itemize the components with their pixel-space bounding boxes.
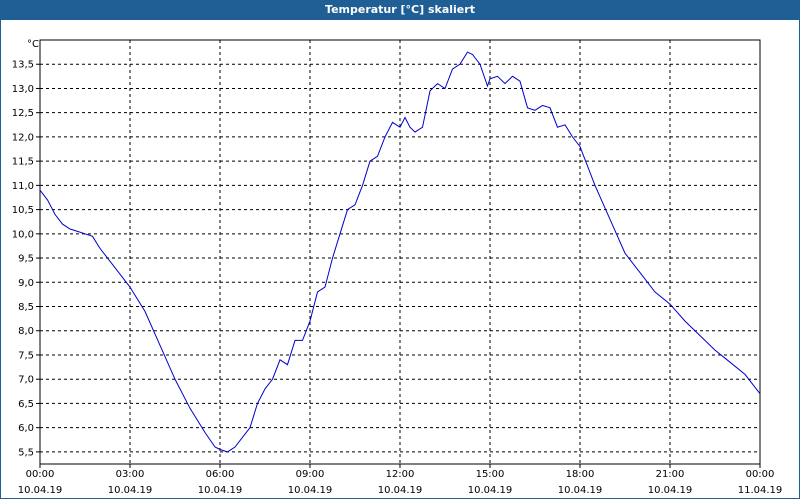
temperature-series-line: [39, 51, 761, 453]
x-tick-time: 09:00: [296, 469, 325, 480]
x-tick-date: 10.04.19: [648, 485, 693, 496]
y-tick-label: 6,5: [18, 399, 34, 410]
x-tick-time: 15:00: [476, 469, 505, 480]
y-tick-label: 12,0: [12, 132, 34, 143]
y-axis-label: °C: [27, 39, 39, 50]
x-tick-time: 00:00: [746, 469, 775, 480]
x-tick-time: 21:00: [656, 469, 685, 480]
y-tick-label: 10,5: [12, 205, 34, 216]
x-tick-date: 10.04.19: [288, 485, 333, 496]
x-tick-date: 10.04.19: [558, 485, 603, 496]
x-tick-date: 10.04.19: [108, 485, 153, 496]
y-tick-labels: 5,5 6,0 6,5 7,0 7,5 8,0 8,5 9,0 9,5 10,0 10,5 11,0 1…: [12, 60, 40, 458]
x-tick-time: 06:00: [206, 469, 235, 480]
y-tick-label: 11,5: [12, 157, 34, 168]
y-tick-label: 6,0: [18, 423, 34, 434]
y-tick-label: 12,5: [12, 108, 34, 119]
y-tick-label: 9,5: [18, 254, 34, 265]
y-tick-label: 13,5: [12, 60, 34, 71]
y-tick-label: 7,0: [18, 375, 34, 386]
x-tick-time: 12:00: [386, 469, 415, 480]
y-tick-label: 8,5: [18, 302, 34, 313]
y-tick-label: 8,0: [18, 326, 34, 337]
x-tick-labels: 00:00 10.04.19 03:00 10.04.19 06:00 10.04.19 0…: [18, 464, 783, 496]
x-tick-time: 18:00: [566, 469, 595, 480]
grid: [40, 40, 760, 464]
x-tick-time: 00:00: [26, 469, 55, 480]
x-tick-date: 10.04.19: [198, 485, 243, 496]
x-tick-date: 11.04.19: [738, 485, 783, 496]
y-tick-label: 5,5: [18, 447, 34, 458]
y-tick-label: 10,0: [12, 229, 34, 240]
x-tick-time: 03:00: [116, 469, 145, 480]
window-title: Temperatur [°C] skaliert: [0, 0, 800, 20]
x-tick-date: 10.04.19: [468, 485, 513, 496]
y-tick-label: 11,0: [12, 181, 34, 192]
y-tick-label: 13,0: [12, 84, 34, 95]
y-tick-label: 7,5: [18, 350, 34, 361]
y-tick-label: 9,0: [18, 278, 34, 289]
x-tick-date: 10.04.19: [378, 485, 423, 496]
x-tick-date: 10.04.19: [18, 485, 63, 496]
